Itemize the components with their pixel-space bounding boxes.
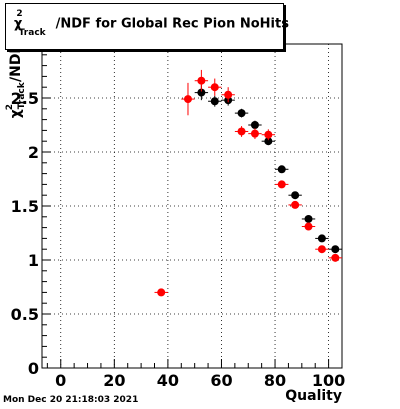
chart-title: χ2 Track/NDF for Global Rec Pion NoHits — [14, 9, 289, 38]
x-tick-label: 60 — [210, 371, 232, 390]
data-point — [208, 95, 222, 107]
y-tick-label: 2.5 — [11, 89, 39, 108]
y-tick-label: 2 — [28, 143, 39, 162]
marker — [157, 288, 166, 297]
data-point — [234, 108, 249, 118]
data-point — [315, 245, 329, 254]
data-point — [194, 69, 209, 92]
marker — [197, 76, 206, 85]
marker — [210, 97, 219, 106]
y-tick-label: 0 — [28, 359, 39, 378]
data-point — [288, 191, 302, 200]
data-point — [328, 253, 342, 262]
data-point — [301, 214, 316, 223]
y-tick-label: 1.5 — [11, 197, 39, 216]
x-tick-label: 0 — [55, 371, 66, 390]
data-point — [234, 126, 249, 137]
y-title-sub: Track — [17, 81, 27, 109]
chart-title-box: χ2 Track/NDF for Global Rec Pion NoHits — [5, 3, 289, 50]
marker — [197, 88, 206, 97]
timestamp-footer: Mon Dec 20 21:18:03 2021 — [3, 395, 139, 405]
title-chi: χ — [14, 16, 23, 32]
y-tick-label: 0.5 — [11, 305, 39, 324]
data-point — [315, 234, 329, 243]
marker — [264, 137, 273, 146]
marker — [264, 130, 273, 139]
marker — [250, 129, 259, 138]
data-point — [288, 200, 302, 209]
x-axis-title: Quality — [285, 388, 342, 404]
data-point — [301, 222, 316, 231]
x-tick-label: 40 — [157, 371, 179, 390]
marker — [224, 90, 233, 99]
marker — [183, 95, 192, 104]
title-sup: 2 — [16, 9, 23, 19]
marker — [250, 121, 259, 129]
data-point — [221, 87, 235, 103]
marker — [291, 200, 300, 209]
marker — [210, 83, 219, 92]
x-tick-label: 100 — [312, 371, 345, 390]
data-point — [154, 288, 168, 297]
data-point — [181, 82, 195, 116]
data-point — [275, 165, 289, 174]
marker — [317, 234, 326, 243]
x-tick-labels: 0 20 40 60 80 100 — [55, 371, 345, 390]
marker — [304, 222, 313, 231]
marker — [277, 180, 286, 189]
axis-ticks — [42, 43, 343, 369]
data-point — [208, 78, 222, 96]
y-axis-title: χTrack2/NDF — [5, 44, 27, 118]
data-point — [328, 245, 342, 254]
data-point — [261, 129, 276, 141]
x-tick-label: 80 — [264, 371, 286, 390]
data-point — [248, 128, 262, 140]
marker — [331, 245, 340, 254]
marker — [291, 191, 300, 200]
title-rest: /NDF for Global Rec Pion NoHits — [55, 16, 289, 32]
data-point — [248, 120, 262, 130]
y-tick-labels: 0 0.5 1 1.5 2 2.5 — [11, 89, 39, 378]
marker — [331, 253, 340, 262]
y-tick-label: 1 — [28, 251, 39, 270]
data-points — [154, 69, 342, 297]
marker — [277, 165, 286, 174]
data-point — [275, 180, 289, 189]
y-title-sup: 2 — [5, 104, 15, 110]
marker — [237, 109, 246, 118]
y-title-rest: /NDF — [8, 44, 24, 82]
data-point — [194, 85, 209, 101]
x-tick-label: 20 — [103, 371, 125, 390]
marker — [304, 214, 313, 223]
marker — [237, 127, 246, 136]
y-title-chi: χ — [8, 109, 24, 118]
title-sub: Track — [18, 27, 46, 38]
marker — [317, 245, 326, 254]
